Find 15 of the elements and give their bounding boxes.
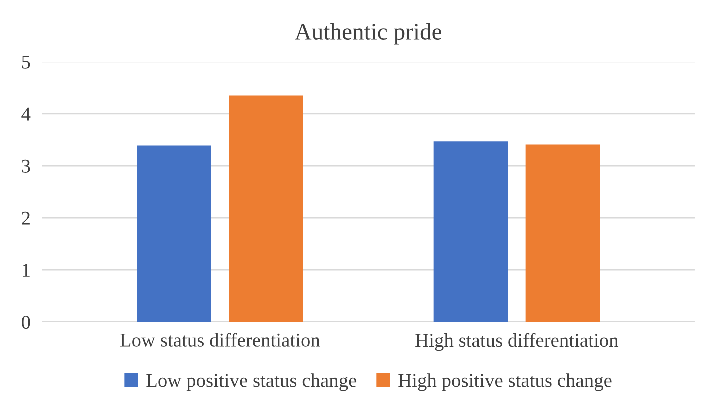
y-tick-label: 4 [22,108,31,121]
x-tick-label: Low status differentiation [120,333,320,347]
y-tick-label: 1 [22,264,30,277]
bar [229,96,304,322]
bar [434,142,508,322]
y-tick-label: 0 [22,316,30,330]
bar [137,146,212,322]
y-tick-label: 5 [22,56,30,69]
chart-title: Authentic pride [295,23,442,45]
legend-label: High positive status change [398,374,612,392]
y-tick-label: 3 [22,160,30,173]
bar [526,144,600,322]
legend-label: Low positive status change [146,374,357,392]
x-tick-label: High status differentiation [416,333,619,352]
y-tick-label: 2 [22,212,30,225]
